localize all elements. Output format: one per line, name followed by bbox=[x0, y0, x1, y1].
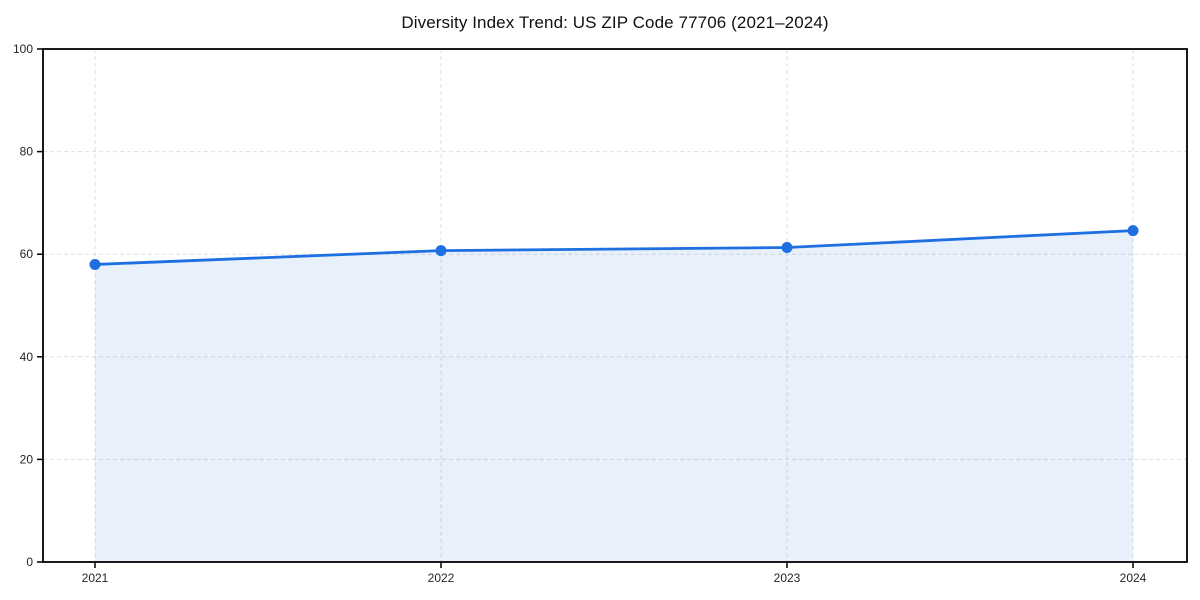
plot-border bbox=[42, 48, 1188, 563]
x-axis-tick-label: 2023 bbox=[774, 571, 801, 585]
trend-line bbox=[93, 229, 1135, 266]
x-axis-tick-label: 2024 bbox=[1120, 571, 1147, 585]
y-axis-tick-label: 60 bbox=[20, 247, 34, 261]
x-axis-tick-label: 2021 bbox=[82, 571, 109, 585]
y-axis-tick-label: 0 bbox=[26, 555, 33, 569]
y-axis-tick-label: 20 bbox=[20, 452, 34, 466]
y-axis-tick-label: 100 bbox=[13, 42, 33, 56]
area-fill bbox=[95, 230, 1133, 563]
data-point-marker bbox=[781, 242, 793, 254]
data-point-marker bbox=[1127, 225, 1139, 237]
y-axis-tick-label: 40 bbox=[20, 350, 34, 364]
data-point-marker bbox=[435, 245, 447, 257]
chart-title: Diversity Index Trend: US ZIP Code 77706… bbox=[401, 13, 829, 32]
y-axis-tick-label: 80 bbox=[20, 145, 34, 159]
data-point-marker bbox=[89, 258, 101, 270]
x-axis-tick-label: 2022 bbox=[428, 571, 455, 585]
